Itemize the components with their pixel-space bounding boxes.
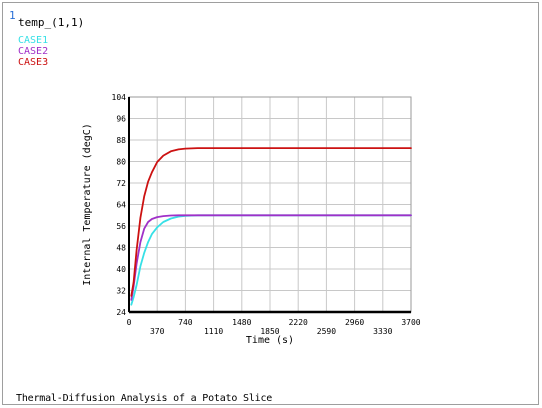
y-tick-label: 32: [116, 287, 126, 296]
y-tick-label: 88: [116, 136, 126, 145]
subtitle: Thermal-Diffusion Analysis of a Potato S…: [16, 393, 273, 404]
x-tick-label: 740: [178, 318, 193, 327]
y-tick-label: 96: [116, 115, 126, 124]
x-tick-label: 2220: [289, 318, 308, 327]
series-line-case2: [130, 214, 412, 301]
x-tick-label: 1110: [204, 327, 223, 336]
y-tick-label: 64: [116, 201, 126, 210]
x-tick-label: 2590: [317, 327, 336, 336]
x-tick-label: 1480: [232, 318, 251, 327]
legend-item-case1: CASE1: [18, 35, 49, 46]
x-tick-label: 3700: [401, 318, 420, 327]
y-tick-label: 48: [116, 244, 126, 253]
x-tick-label: 370: [150, 327, 165, 336]
legend: CASE1 CASE2 CASE3: [18, 35, 48, 68]
y-tick-label: 104: [112, 93, 127, 102]
x-axis-title: Time (s): [246, 335, 294, 346]
y-tick-label: 56: [116, 222, 126, 231]
window-number: 1: [9, 9, 16, 22]
x-tick-label: 2960: [345, 318, 364, 327]
x-tick-label: 0: [127, 318, 132, 327]
y-tick-label: 24: [116, 308, 126, 317]
series-line-case3: [130, 147, 412, 297]
y-tick-label: 72: [116, 179, 126, 188]
x-tick-label: 3330: [373, 327, 392, 336]
variable-label: temp_(1,1): [18, 16, 85, 29]
y-tick-label: 80: [116, 158, 126, 167]
x-tick-label: 1850: [260, 327, 279, 336]
legend-item-case3: CASE3: [18, 57, 49, 68]
y-tick-label: 40: [116, 265, 126, 274]
y-axis-title: Internal Temperature (degC): [82, 123, 93, 286]
legend-item-case2: CASE2: [18, 46, 49, 57]
